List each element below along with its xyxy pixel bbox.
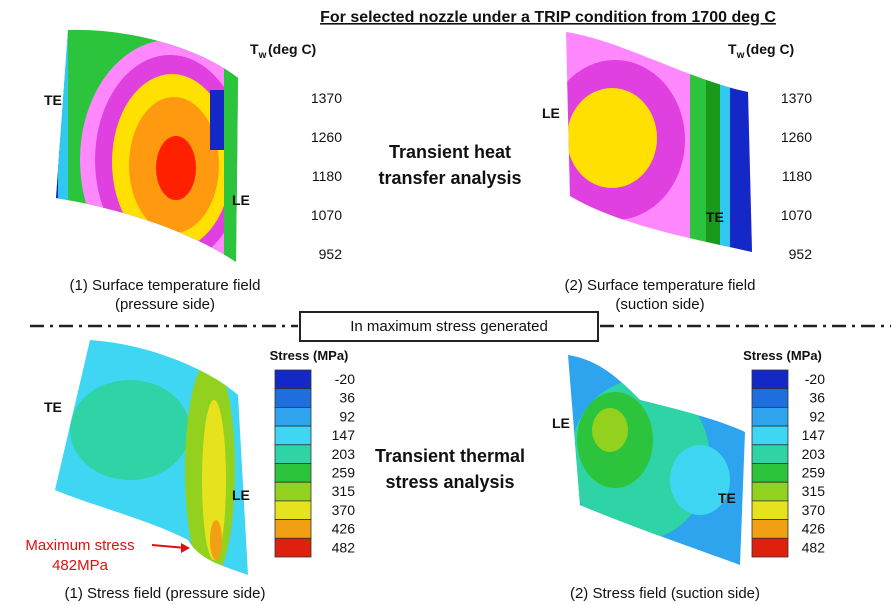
max-stress-label: 482MPa (52, 557, 109, 574)
legend-unit: (deg C) (746, 41, 794, 57)
legend-value: 482 (332, 539, 356, 555)
legend-swatch (752, 464, 788, 483)
legend-value: 147 (332, 427, 356, 443)
caption: (2) Surface temperature field (565, 277, 756, 294)
caption: (1) Surface temperature field (70, 277, 261, 294)
legend-swatch (752, 445, 788, 464)
legend-unit: (deg C) (268, 41, 316, 57)
legend-value: 370 (802, 502, 826, 518)
legend-swatch (275, 407, 311, 426)
legend-title: Stress (MPa) (743, 348, 822, 363)
legend-value: 1370 (781, 90, 812, 106)
legend-value: 259 (332, 465, 356, 481)
legend-subscript: w (736, 50, 745, 61)
legend-value: 482 (802, 539, 826, 555)
edge-label: LE (552, 415, 570, 431)
legend-value: 315 (332, 483, 356, 499)
legend-swatch (275, 520, 311, 539)
max-stress-label: Maximum stress (25, 537, 134, 554)
legend-swatch (275, 464, 311, 483)
legend-value: 1260 (781, 129, 812, 145)
legend-subscript: w (258, 50, 267, 61)
legend-swatch (275, 501, 311, 520)
edge-label: LE (232, 192, 250, 208)
legend-value: 203 (332, 446, 356, 462)
legend-value: 36 (339, 390, 355, 406)
legend-value: 36 (809, 390, 825, 406)
legend-swatch (275, 482, 311, 501)
legend-title: Stress (MPa) (270, 348, 349, 363)
legend-swatch (752, 407, 788, 426)
legend-swatch (752, 426, 788, 445)
edge-label: TE (706, 209, 724, 225)
caption: (2) Stress field (suction side) (570, 585, 760, 602)
caption: (suction side) (615, 296, 704, 313)
legend-value: 426 (802, 521, 826, 537)
legend-value: 203 (802, 446, 826, 462)
legend-title: Tw (250, 41, 267, 61)
legend-swatch (275, 445, 311, 464)
legend-value: 1070 (311, 207, 342, 223)
analysis-label: Transient heat (389, 142, 511, 162)
legend-swatch (752, 482, 788, 501)
edge-label: TE (44, 92, 62, 108)
legend-swatch (275, 370, 311, 389)
legend-value: 92 (809, 408, 825, 424)
legend-value: -20 (335, 371, 355, 387)
legend-value: 1260 (311, 129, 342, 145)
legend-value: -20 (805, 371, 825, 387)
divider-label: In maximum stress generated (350, 318, 548, 335)
legend-value: 1370 (311, 90, 342, 106)
legend-swatch (752, 538, 788, 557)
caption: (pressure side) (115, 296, 215, 313)
legend-value: 426 (332, 521, 356, 537)
header-title: For selected nozzle under a TRIP conditi… (320, 9, 776, 26)
legend-swatch (275, 389, 311, 408)
legend-value: 259 (802, 465, 826, 481)
max-stress-arrow (152, 545, 186, 548)
legend-value: 952 (789, 246, 813, 262)
figure: For selected nozzle under a TRIP conditi… (0, 0, 891, 605)
caption: (1) Stress field (pressure side) (65, 585, 266, 602)
legend-title: Tw (728, 41, 745, 61)
legend-swatch (275, 426, 311, 445)
stress-field-suction (560, 345, 760, 575)
edge-label: TE (44, 399, 62, 415)
arrow-head (181, 543, 190, 553)
legend-swatch (752, 520, 788, 539)
legend-value: 147 (802, 427, 826, 443)
legend-swatch (752, 501, 788, 520)
analysis-label: transfer analysis (378, 168, 521, 188)
legend-value: 92 (339, 408, 355, 424)
legend-swatch (752, 370, 788, 389)
analysis-label: stress analysis (385, 472, 514, 492)
legend-value: 952 (319, 246, 343, 262)
analysis-label: Transient thermal (375, 446, 525, 466)
legend-swatch (752, 389, 788, 408)
legend-swatch (275, 538, 311, 557)
legend-value: 1180 (312, 168, 342, 184)
edge-label: LE (542, 105, 560, 121)
legend-value: 1180 (782, 168, 812, 184)
legend-value: 315 (802, 483, 826, 499)
edge-label: TE (718, 490, 736, 506)
legend-value: 1070 (781, 207, 812, 223)
temperature-field-pressure (40, 20, 260, 280)
edge-label: LE (232, 487, 250, 503)
legend-value: 370 (332, 502, 356, 518)
